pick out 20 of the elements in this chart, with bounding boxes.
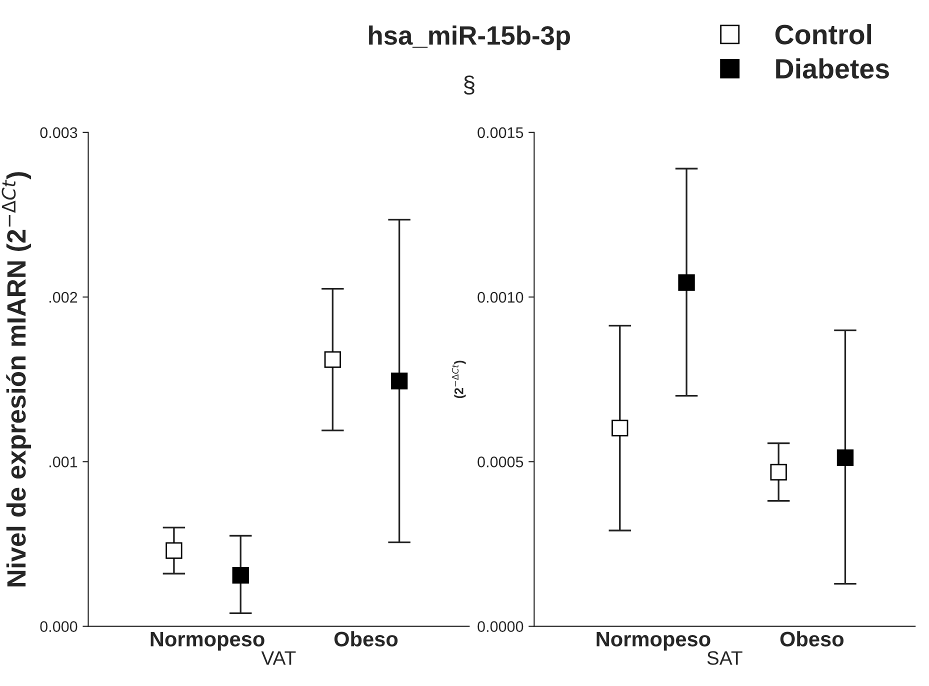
x-axis-title: VAT [261, 651, 296, 665]
x-tick-label: Obeso [334, 631, 398, 646]
x-tick-label: Normopeso [596, 632, 710, 651]
y-tick-label: 0.003 [40, 127, 78, 138]
y-tick-label: 0.0010 [478, 292, 524, 303]
y-tick-label: .002 [50, 292, 78, 303]
legend-label: Control [775, 24, 872, 44]
x-tick-label: Normopeso [150, 632, 264, 651]
y-tick-label: 0.0000 [478, 621, 524, 632]
chart-title: hsa_miR-15b-3p [369, 25, 570, 50]
x-axis-title: SAT [707, 651, 742, 665]
y-tick-label: .001 [50, 456, 78, 468]
y-axis-title: (2$^{−ΔCt}$) [452, 360, 466, 398]
y-tick-label: 0.0015 [478, 127, 524, 138]
text: § [464, 76, 474, 95]
legend-label: Diabetes [776, 58, 889, 79]
y-axis-title: Nivel de expresión mIARN (2$^{−ΔCt}$) [2, 172, 32, 586]
x-tick-label: Obeso [780, 631, 844, 646]
y-tick-label: 0.0005 [478, 456, 524, 468]
y-tick-label: 0.000 [40, 621, 78, 632]
